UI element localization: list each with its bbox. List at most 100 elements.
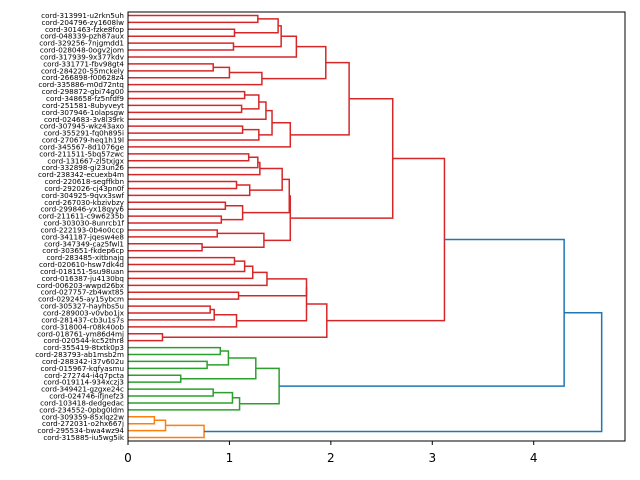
dendrogram-link xyxy=(242,178,291,214)
leaf-label: cord-283793-ab1msb2m xyxy=(35,350,124,359)
leaf-label: cord-018151-5su98uan xyxy=(40,267,124,276)
leaf-label: cord-028048-0ogv2jom xyxy=(40,46,124,55)
leaf-label: cord-318004-r08k40ob xyxy=(41,322,124,331)
leaf-label: cord-315885-iu5wg5ik xyxy=(43,433,125,442)
leaf-label: cord-307945-wkz43axo xyxy=(40,122,124,131)
leaf-label: cord-299846-yx18qyy6 xyxy=(40,205,124,214)
dendrogram-link xyxy=(128,90,246,100)
leaf-label: cord-298872-gbi74g00 xyxy=(42,87,125,96)
leaf-label: cord-309359-85xlqz2w xyxy=(41,412,124,421)
dendrogram-link xyxy=(128,308,215,321)
dendrogram-link xyxy=(204,312,603,433)
dendrogram-link xyxy=(128,71,263,86)
leaf-label: cord-304925-9qvx3swf xyxy=(41,191,124,200)
dendrogram-link xyxy=(128,397,241,411)
leaf-label: cord-220618-segffkbn xyxy=(45,177,124,186)
leaf-label: cord-341187-jqesw4e8 xyxy=(41,232,124,241)
leaf-label: cord-295534-bwa4wz94 xyxy=(37,426,124,435)
dendrogram-link xyxy=(261,45,327,80)
leaf-label: cord-019114-934xczj3 xyxy=(43,378,124,387)
leaf-label: cord-020544-kc52thr8 xyxy=(43,336,124,345)
leaf-label: cord-332898-gi23un26 xyxy=(42,163,125,172)
dendrogram-link xyxy=(128,42,235,51)
leaf-label: cord-211511-5bq57zwc xyxy=(39,149,124,158)
dendrogram-link xyxy=(238,278,308,297)
leaf-label: cord-211611-c9w6235b xyxy=(38,212,124,221)
leaf-label: cord-029245-ay15ybcm xyxy=(38,295,124,304)
leaf-label: cord-347349-caz5fwl1 xyxy=(44,239,124,248)
dendrogram-link xyxy=(128,215,223,224)
leaf-label: cord-018761-ym86d4mj xyxy=(37,329,124,338)
x-tick-label: 2 xyxy=(327,451,335,465)
leaf-label: cord-317939-9x377kdv xyxy=(40,52,125,61)
dendrogram-link xyxy=(128,180,238,190)
dendrogram-link xyxy=(128,388,214,397)
dendrogram-link xyxy=(128,374,182,383)
leaf-label: cord-006203-wwpd26bx xyxy=(37,281,125,290)
dendrogram-link xyxy=(128,104,243,114)
leaf-label: cord-131667-zl5txjgx xyxy=(47,156,124,165)
leaf-label: cord-288342-i37v602u xyxy=(42,357,124,366)
dendrogram-link xyxy=(233,25,282,48)
leaf-label: cord-348658-fz5nfdf9 xyxy=(46,94,124,103)
dendrogram-link xyxy=(128,66,231,79)
leaf-label: cord-335886-m0d72ntq xyxy=(38,80,124,89)
dendrogram-link xyxy=(128,229,219,238)
dendrogram-link xyxy=(263,195,292,242)
leaf-label: cord-234552-0pbg0ldm xyxy=(39,405,124,414)
leaf-label: cord-204796-zy1608lw xyxy=(41,18,124,27)
leaf-label: cord-266898-f00628z4 xyxy=(42,73,125,82)
dendrogram-link xyxy=(207,350,230,366)
dendrogram-link xyxy=(128,201,227,210)
dendrogram-link xyxy=(128,243,203,252)
leaf-label: cord-301463-fzke8fop xyxy=(45,25,124,34)
dendrogram-link xyxy=(128,313,238,328)
leaf-label: cord-292026-cj43pn0f xyxy=(44,184,124,193)
dendrogram-link xyxy=(128,184,251,197)
dendrogram-link xyxy=(128,161,261,176)
x-tick-label: 1 xyxy=(226,451,234,465)
leaf-label: cord-355419-8txtk0p3 xyxy=(43,343,124,352)
dendrogram-link xyxy=(128,346,222,356)
leaf-label: cord-303651-fkdep6cp xyxy=(42,246,124,255)
dendrogram-link xyxy=(128,14,259,24)
leaf-label: cord-345567-8d1076ge xyxy=(39,142,124,151)
leaf-label: cord-020610-hsw7dk4d xyxy=(39,260,124,269)
x-axis: 0 1 2 3 4 xyxy=(124,441,538,465)
dendrogram-link xyxy=(279,238,565,387)
leaf-label: cord-329256-7njgmdd1 xyxy=(39,39,124,48)
dendrogram-link xyxy=(128,271,268,287)
dendrogram-link xyxy=(128,101,267,120)
dendrogram-link xyxy=(128,35,298,58)
leaf-label: cord-251581-8ubyveyt xyxy=(42,101,124,110)
dendrogram-link xyxy=(128,28,236,37)
dendrogram-link xyxy=(128,416,156,425)
dendrogram-link xyxy=(290,61,350,136)
leaf-label: cord-103418-dedgedac xyxy=(40,398,124,407)
dendrogram-link xyxy=(128,419,167,432)
leaf-label: cord-307946-1olapsgw xyxy=(42,108,125,117)
dendrogram-link xyxy=(128,63,214,72)
dendrogram-link xyxy=(128,305,211,314)
leaf-label: cord-289003-v0vbo1jx xyxy=(43,308,125,317)
leaf-label: cord-272031-o2hx667j xyxy=(42,419,124,428)
leaf-label: cord-027757-zb4wxt85 xyxy=(41,288,124,297)
plot-frame xyxy=(127,11,626,442)
leaf-label: cord-015967-kqfyasmu xyxy=(41,364,124,373)
leaf-label: cord-267030-kbzivbzy xyxy=(44,198,124,207)
leaf-label: cord-331771-fbv98gt4 xyxy=(43,59,124,68)
dendrogram-link xyxy=(128,256,236,266)
dendrogram-link xyxy=(128,265,254,280)
leaf-label: cord-305327-hayhbs5u xyxy=(40,302,124,311)
dendrogram-link xyxy=(326,157,446,322)
dendrogram-link xyxy=(128,333,164,342)
dendrogram-link xyxy=(239,367,280,405)
dendrogram-link xyxy=(128,291,240,300)
leaf-label: cord-024683-3v8l39rk xyxy=(44,115,125,124)
leaf-label: cord-222193-0b4o0ccp xyxy=(40,225,124,234)
leaf-label: cord-281437-cb3u1s7s xyxy=(41,315,124,324)
x-tick-label: 4 xyxy=(530,451,538,465)
dendrogram-link xyxy=(128,125,244,134)
leaf-label: cord-284220-55mckely xyxy=(41,66,125,75)
dendrogram-link xyxy=(236,287,308,322)
